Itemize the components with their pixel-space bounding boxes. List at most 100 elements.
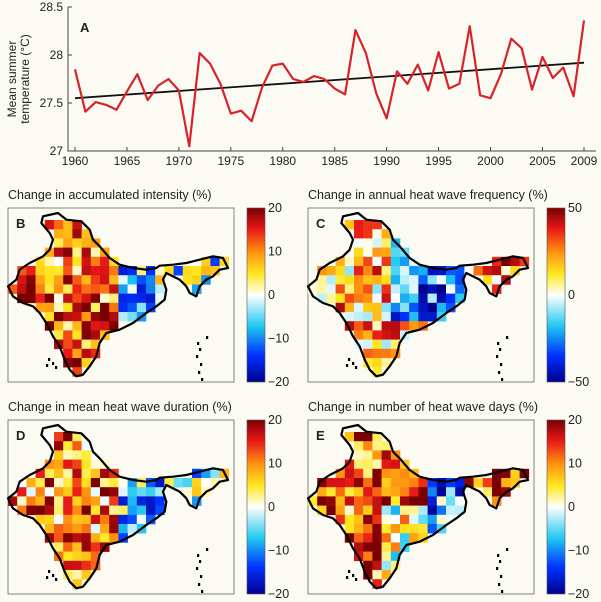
map-cell	[100, 312, 110, 322]
map-cell	[390, 468, 401, 479]
map-cell	[17, 275, 27, 285]
island-marker	[198, 371, 201, 374]
map-cell	[427, 275, 438, 285]
map-cell	[482, 478, 493, 488]
map-cell	[90, 284, 101, 294]
map-cell	[400, 478, 410, 488]
map-cell	[81, 551, 92, 562]
map-cell	[510, 266, 520, 276]
map-cell	[363, 293, 373, 304]
map-cell	[510, 478, 520, 488]
india-outline	[306, 211, 530, 378]
x-tick-label: 2000	[477, 154, 504, 168]
map-cell	[418, 302, 428, 313]
map-cell	[455, 496, 465, 506]
map-cell	[90, 524, 101, 534]
map-cell	[427, 496, 438, 506]
island-marker	[497, 554, 500, 557]
panel-label: C	[316, 216, 326, 231]
map-cell	[192, 284, 202, 294]
map-cell	[118, 275, 128, 285]
map-cell	[136, 275, 147, 285]
map-cell	[81, 441, 92, 451]
map-cell	[335, 478, 346, 488]
map-cell	[72, 487, 82, 497]
map-cell	[436, 487, 447, 497]
y-axis-label: temperature (°C)	[18, 34, 32, 124]
map-cell	[501, 256, 511, 267]
map-cell	[354, 496, 364, 506]
map-cell	[100, 533, 110, 543]
map-cell	[90, 256, 101, 267]
map-panel-d: Change in mean heat wave duration (%) D 20…	[6, 400, 289, 601]
map-cell	[81, 256, 92, 267]
map-cell	[390, 339, 401, 350]
map-cell	[35, 266, 46, 276]
map-cell	[26, 266, 36, 276]
map-cell	[354, 524, 364, 534]
map-cell	[363, 560, 373, 571]
map-cell	[146, 275, 156, 285]
colorbar-tick-label: 0	[268, 288, 275, 302]
map-cell	[100, 256, 110, 267]
colorbar	[546, 207, 566, 383]
island-marker	[355, 366, 358, 369]
colorbar-tick-label: 10	[568, 457, 582, 471]
map-cell	[400, 487, 410, 497]
panel-label: E	[316, 428, 325, 443]
map-cell	[118, 514, 128, 525]
map-cell	[317, 487, 327, 497]
map-cell	[354, 450, 364, 460]
island-marker	[199, 560, 202, 563]
map-cell	[63, 478, 73, 488]
map-cell	[118, 524, 128, 534]
map-cell	[54, 514, 64, 525]
map-cell	[192, 478, 202, 488]
map-cell	[54, 256, 64, 267]
map-cell	[427, 514, 438, 525]
map-cell	[372, 339, 382, 350]
map-cell	[109, 496, 119, 506]
map-cell	[81, 284, 92, 294]
map-cell	[344, 275, 355, 285]
map-cell	[35, 468, 46, 479]
map-panel-b: Change in accumulated intensity (%) B 20 10…	[6, 188, 289, 389]
map-cell	[63, 560, 73, 571]
map-cell	[136, 487, 147, 497]
map-cell	[418, 524, 428, 534]
map-cell	[464, 478, 474, 488]
map-cell	[344, 266, 355, 276]
colorbar-tick-label: 50	[568, 201, 582, 215]
map-cell	[63, 468, 73, 479]
map-cell	[81, 459, 92, 470]
map-cell	[44, 220, 55, 230]
map-cell	[127, 478, 138, 488]
map-cell	[155, 293, 165, 304]
india-outline	[6, 423, 230, 590]
map-cell	[72, 348, 82, 359]
map-cell	[335, 256, 346, 267]
panel-title: Change in annual heat wave frequency (%)	[308, 188, 548, 202]
map-cell	[436, 505, 447, 516]
map-cell	[381, 330, 392, 340]
map-cell	[72, 284, 82, 294]
map-cell	[118, 496, 128, 506]
map-cell	[400, 505, 410, 516]
map-cell	[344, 468, 355, 479]
map-cell	[436, 284, 447, 294]
map-cell	[54, 432, 64, 442]
map-cell	[90, 468, 101, 479]
map-cell	[390, 312, 401, 322]
map-cell	[63, 487, 73, 497]
map-cell	[136, 302, 147, 313]
map-cell	[335, 487, 346, 497]
map-cell	[54, 533, 64, 543]
map-cell	[118, 284, 128, 294]
map-cell	[482, 266, 493, 276]
map-cell	[90, 496, 101, 506]
map-cell	[63, 238, 73, 248]
map-cell	[155, 478, 165, 488]
map-cell	[26, 293, 36, 304]
map-cell	[136, 505, 147, 516]
